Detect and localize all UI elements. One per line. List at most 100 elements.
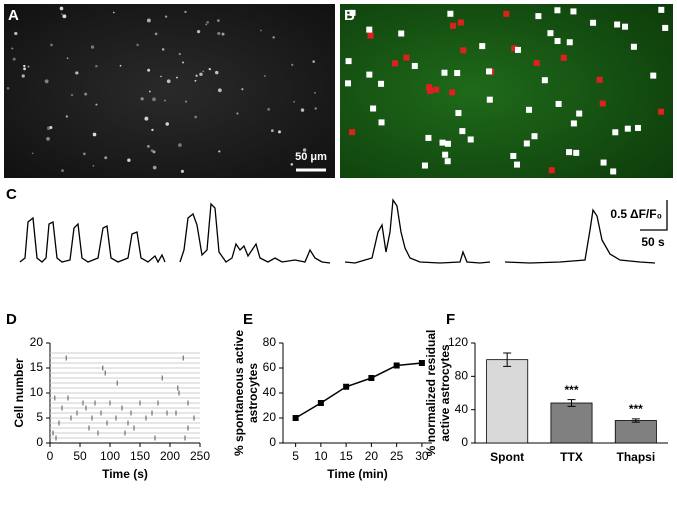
- cell: [146, 18, 151, 23]
- error-bar: [503, 352, 512, 367]
- active-marker: [511, 45, 518, 52]
- cell: [216, 19, 220, 23]
- cell: [302, 148, 307, 152]
- cell-marker: [467, 136, 474, 143]
- cell: [217, 31, 221, 36]
- x-tick-label: 200: [160, 449, 180, 463]
- active-marker: [658, 108, 665, 115]
- cell: [127, 158, 131, 162]
- cell: [150, 149, 154, 152]
- cell: [290, 163, 294, 166]
- cell: [221, 32, 225, 36]
- cell-marker: [566, 149, 573, 156]
- cell: [92, 132, 97, 137]
- cell-marker: [444, 158, 451, 165]
- cell: [163, 99, 166, 102]
- significance: ***: [629, 402, 643, 416]
- cell: [270, 129, 274, 133]
- cell-marker: [555, 100, 562, 107]
- image-a: [4, 4, 335, 178]
- cell: [92, 165, 95, 167]
- trace: [19, 216, 166, 264]
- cell: [277, 130, 281, 134]
- cell-marker: [658, 6, 665, 13]
- cell: [23, 64, 26, 68]
- line: [295, 362, 422, 419]
- cell: [50, 43, 53, 47]
- cell-marker: [378, 80, 385, 87]
- cell: [95, 65, 98, 68]
- cell: [152, 150, 156, 154]
- cell-marker: [547, 30, 554, 37]
- y-tick-label: 20: [30, 335, 44, 349]
- cell-marker: [514, 46, 521, 53]
- cell: [14, 31, 18, 36]
- x-tick-label: Thapsi: [616, 450, 655, 464]
- cell: [144, 116, 149, 121]
- cell: [300, 108, 305, 112]
- cell: [31, 152, 34, 155]
- scale-bar-label: 50 μm: [295, 151, 327, 163]
- cell: [176, 76, 178, 79]
- image-b-markers: [345, 6, 669, 175]
- cell: [194, 115, 198, 119]
- x-axis-label: Time (s): [102, 467, 148, 481]
- cell-marker: [523, 140, 530, 147]
- cell-marker: [662, 24, 669, 31]
- x-tick-label: 20: [365, 449, 379, 463]
- cell: [21, 74, 25, 78]
- cell: [217, 88, 222, 93]
- y-tick-label: 60: [263, 360, 277, 374]
- cell-marker: [576, 110, 583, 117]
- x-tick-label: Spont: [490, 450, 524, 464]
- cell: [27, 65, 30, 68]
- cell: [59, 6, 64, 11]
- cell-marker: [635, 124, 642, 131]
- cell: [44, 79, 49, 84]
- cell: [23, 67, 26, 71]
- cell: [194, 79, 197, 82]
- x-tick-label: 25: [390, 449, 404, 463]
- y-axis-label: % normalized residual: [424, 330, 438, 457]
- cell: [136, 43, 139, 47]
- cell: [199, 72, 203, 76]
- active-marker: [449, 89, 456, 96]
- bar: [550, 402, 593, 444]
- cell-marker: [479, 43, 486, 50]
- cell: [161, 48, 165, 51]
- y-axis-label: % spontaneous active: [232, 330, 246, 456]
- panel-label: B: [344, 7, 355, 24]
- cell: [314, 92, 316, 94]
- active-marker: [533, 60, 540, 67]
- cell: [148, 90, 151, 93]
- cell-marker: [349, 9, 356, 16]
- error-bar: [631, 418, 640, 423]
- trace: [504, 208, 656, 264]
- cell-marker: [421, 162, 428, 169]
- cell-marker: [525, 106, 532, 113]
- cell-marker: [444, 140, 451, 147]
- cell: [259, 29, 262, 32]
- cell: [218, 150, 221, 153]
- cell: [202, 70, 205, 73]
- error-bar: [567, 399, 576, 407]
- y-tick-label: 5: [36, 410, 43, 424]
- cell-marker: [411, 62, 418, 69]
- cell: [291, 63, 294, 66]
- cell-marker: [610, 168, 617, 175]
- cell: [293, 100, 296, 103]
- cell-marker: [378, 119, 385, 126]
- cell-marker: [573, 149, 580, 156]
- cell-marker: [513, 161, 520, 168]
- scale-bar-label: 50 s: [641, 235, 665, 249]
- cell: [151, 128, 154, 132]
- cell: [184, 10, 187, 14]
- cell-marker: [425, 134, 432, 141]
- bar: [486, 359, 529, 444]
- cell: [70, 93, 74, 97]
- cell: [272, 36, 275, 39]
- cell: [182, 61, 185, 64]
- y-tick-label: 80: [263, 335, 277, 349]
- cell: [119, 64, 122, 67]
